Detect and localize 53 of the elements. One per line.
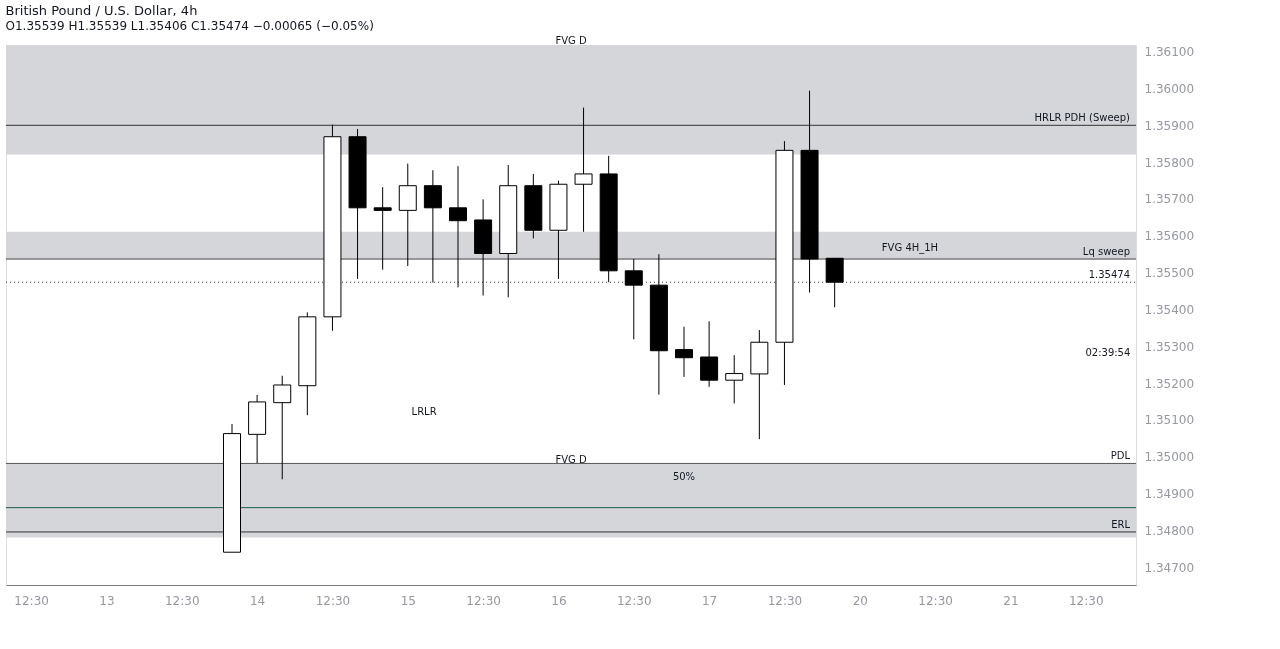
y-tick-label: 1.35800: [1144, 155, 1195, 170]
y-tick-label: 1.35700: [1144, 192, 1195, 207]
y-tick-label: 1.35500: [1144, 266, 1195, 281]
annotation: 02:39:54: [1085, 346, 1131, 358]
x-tick-label: 12:30: [1068, 593, 1104, 608]
y-tick-label: 1.35000: [1144, 450, 1195, 465]
chart-title: British Pound / U.S. Dollar, 4h: [5, 3, 198, 18]
candlestick: [700, 320, 719, 388]
chart-subtitle: O1.35539 H1.35539 L1.35406 C1.35474 −0.00065 (−0.05%): [5, 19, 374, 33]
y-tick-label: 1.35300: [1144, 339, 1195, 354]
ref-line-label: 1.35474: [1088, 269, 1130, 281]
candlestick: [273, 375, 292, 480]
y-tick-label: 1.36100: [1144, 45, 1195, 60]
x-tick-label: 12:30: [466, 593, 501, 608]
x-tick-label: 20: [852, 593, 868, 608]
candlestick: [725, 354, 744, 404]
candlestick: [825, 257, 844, 308]
y-tick-label: 1.35400: [1144, 302, 1195, 317]
x-tick-label: 12:30: [14, 593, 49, 608]
y-tick-label: 1.36000: [1144, 81, 1195, 96]
x-tick-label: 12:30: [164, 593, 200, 608]
annotation: LRLR: [411, 406, 437, 418]
y-tick-label: 1.35200: [1144, 376, 1195, 391]
annotation: 50%: [672, 471, 696, 482]
y-tick-label: 1.34800: [1144, 523, 1195, 538]
x-tick-label: 17: [701, 593, 718, 608]
band-label: FVG D: [555, 453, 587, 465]
x-tick-label: 15: [400, 593, 416, 608]
x-tick-label: 21: [1003, 593, 1019, 608]
ref-line-label: Lq sweep: [1082, 246, 1130, 258]
y-tick-label: 1.34700: [1144, 560, 1195, 575]
x-tick-label: 12:30: [315, 593, 351, 608]
x-tick-label: 16: [551, 593, 567, 608]
y-tick-label: 1.35900: [1144, 118, 1195, 133]
ref-line-label: PDL: [1110, 450, 1131, 462]
candlestick: [373, 186, 392, 271]
y-tick-label: 1.34900: [1144, 487, 1195, 502]
candlestick: [423, 169, 442, 284]
x-tick-label: 12:30: [767, 593, 803, 608]
ref-line-label: HRLR PDH (Sweep): [1034, 112, 1131, 124]
band-label: FVG D: [555, 35, 587, 46]
y-tick-label: 1.35100: [1144, 413, 1195, 428]
candlestick: [574, 107, 593, 233]
x-tick-label: 12:30: [616, 593, 652, 608]
y-tick-label: 1.35600: [1144, 229, 1195, 244]
x-tick-label: 12:30: [918, 593, 953, 608]
candlestick: [675, 326, 693, 378]
candlestick: [449, 165, 467, 288]
band-label: FVG 4H_1H: [881, 242, 939, 255]
x-tick-label: 13: [99, 593, 115, 608]
candlestick: [624, 258, 643, 340]
ref-line-label: ERL: [1111, 518, 1131, 530]
x-tick-label: 14: [249, 593, 266, 608]
